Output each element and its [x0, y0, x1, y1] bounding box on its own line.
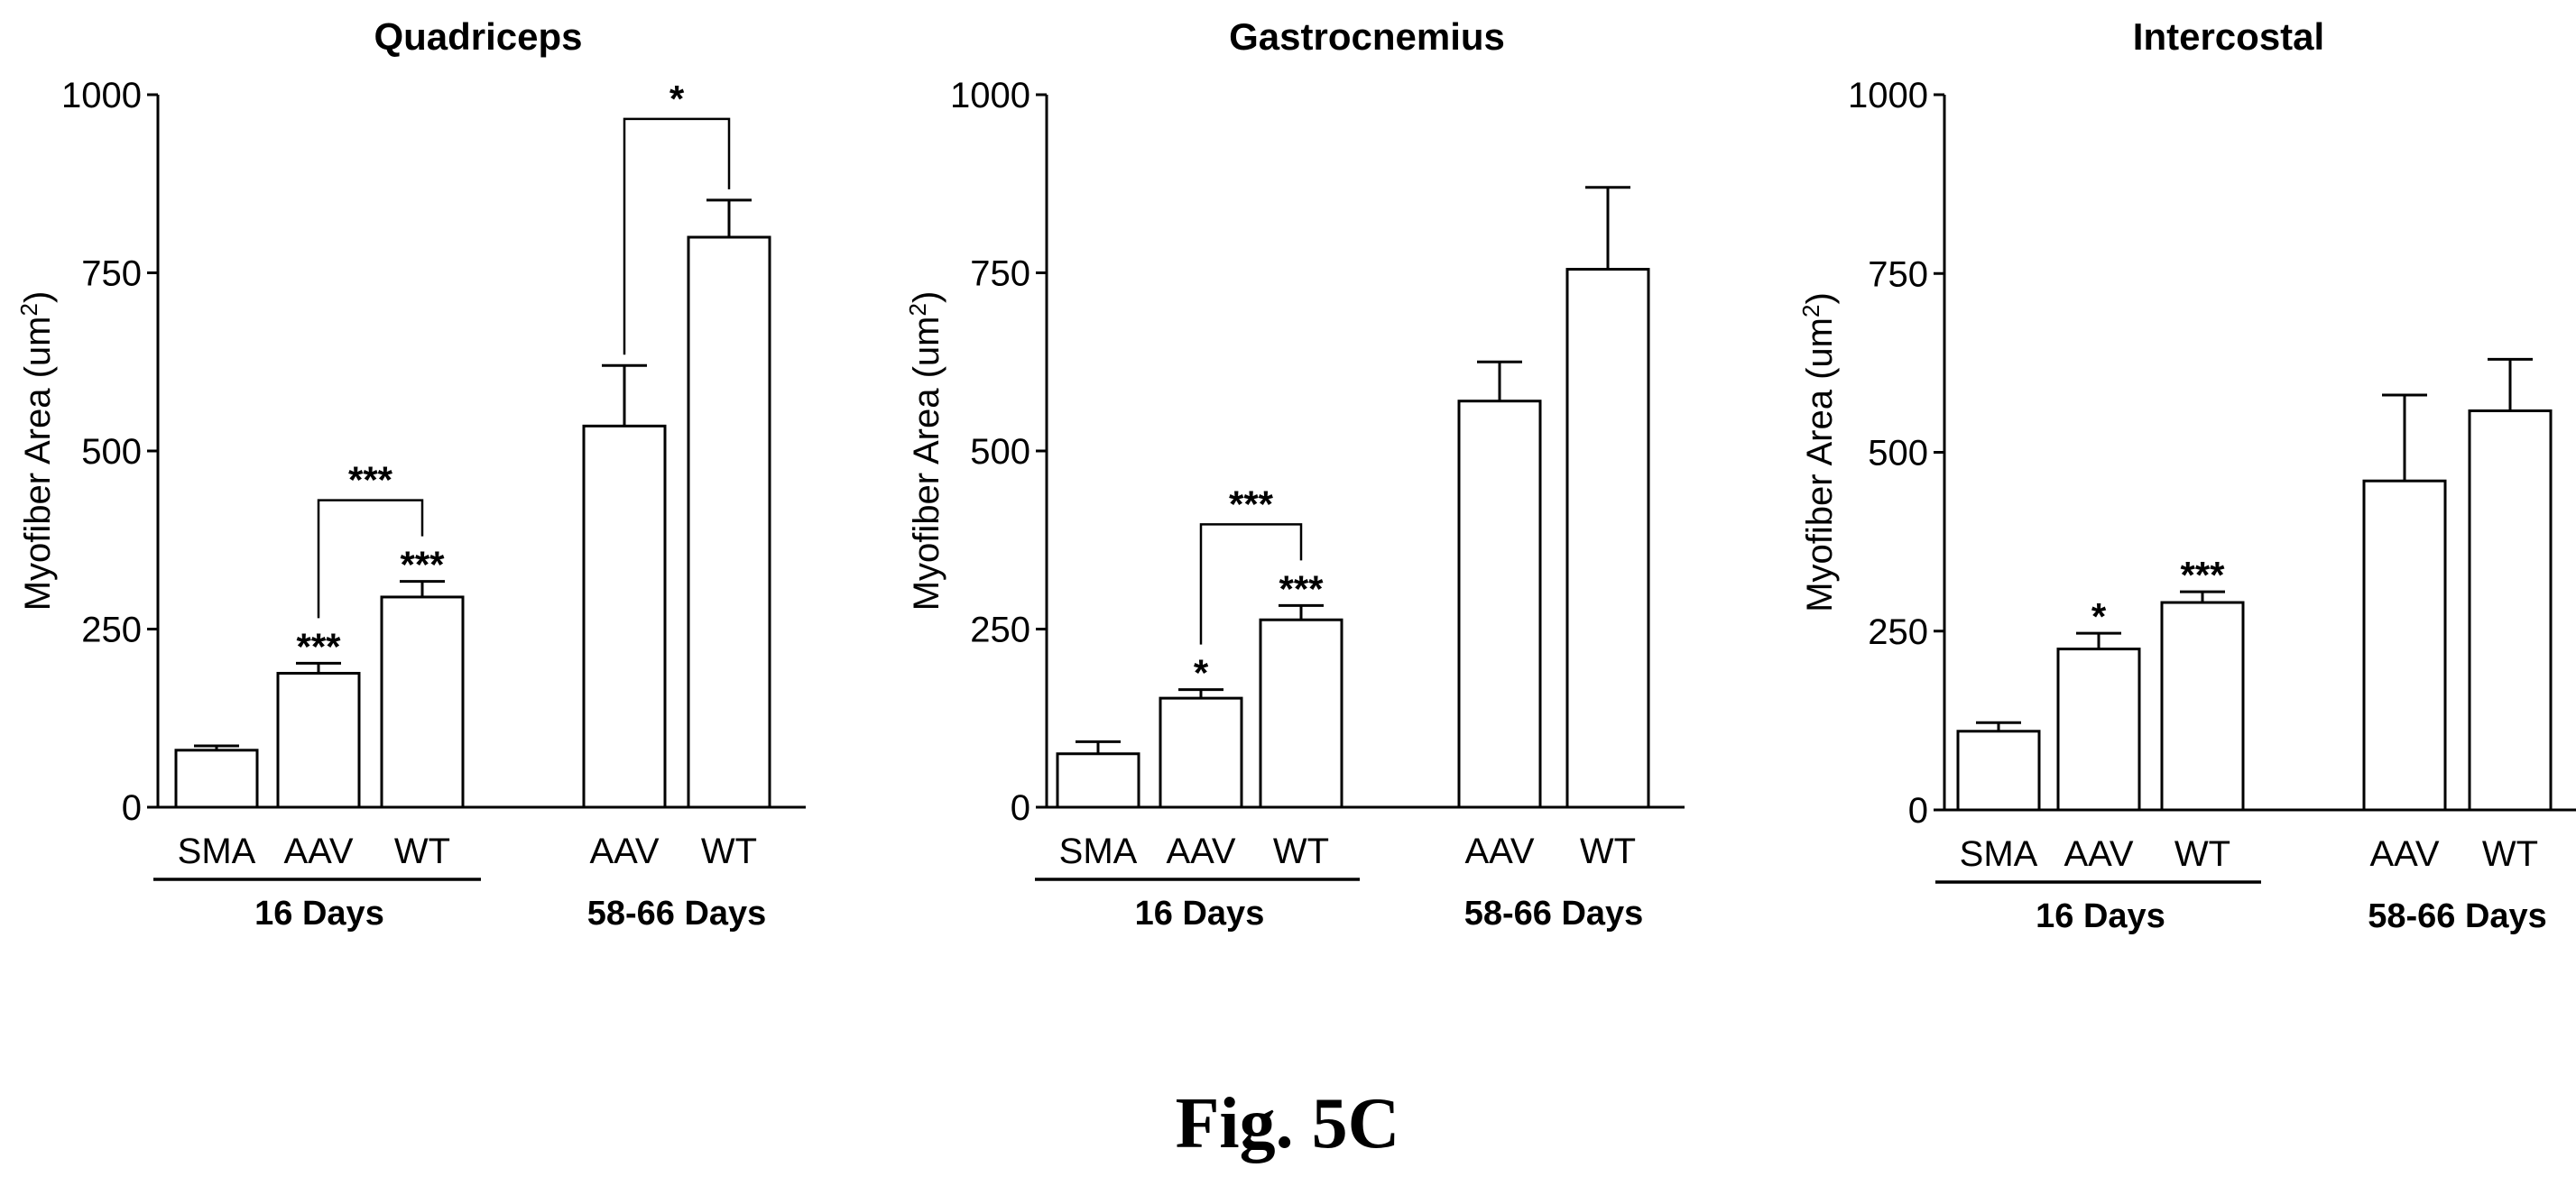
x-tick-label: SMA: [1059, 832, 1138, 871]
bar: [1457, 400, 1542, 809]
x-tick-label: WT: [1273, 832, 1329, 871]
y-tick-label: 750: [81, 254, 142, 294]
y-tick-label: 750: [1868, 254, 1928, 294]
bracket-star: ***: [1229, 483, 1274, 525]
y-tick-label: 0: [1011, 788, 1030, 828]
figure-caption: Fig. 5C: [1176, 1084, 1400, 1163]
x-tick-label: AAV: [1166, 832, 1235, 871]
x-tick-label: WT: [1580, 832, 1636, 871]
group-label: 16 Days: [1135, 895, 1265, 933]
x-tick-label: SMA: [178, 832, 256, 871]
significance-bracket: [317, 499, 424, 619]
group-label: 16 Days: [254, 895, 384, 933]
bar: [174, 749, 259, 809]
bar: [1159, 696, 1243, 809]
group-label: 16 Days: [2036, 897, 2165, 935]
chart-panel-1: Quadriceps 0 250 500 750 1000 Myofiber Area (u…: [15, 15, 806, 933]
chart-title: Quadriceps: [374, 15, 582, 58]
x-tick-label: AAV: [1464, 832, 1534, 871]
y-tick-label: 500: [81, 432, 142, 472]
bar: [276, 671, 361, 809]
x-tick-label: WT: [2174, 834, 2230, 874]
group-label: 58-66 Days: [1464, 895, 1644, 933]
y-axis-label: Myofiber Area (um2): [1797, 292, 1840, 612]
y-tick-label: 250: [970, 611, 1030, 650]
chart-title: Gastrocnemius: [1229, 15, 1505, 58]
chart-panel-3: Intercostal 0 250 500 750 1000 Myofiber Area (…: [1797, 15, 2576, 935]
y-tick-label: 500: [970, 432, 1030, 472]
y-tick-label: 1000: [1848, 76, 1928, 115]
significance-star: ***: [296, 625, 341, 667]
bar: [2468, 409, 2553, 812]
bar: [2056, 648, 2141, 812]
bar: [1565, 268, 1650, 809]
significance-bracket: [623, 117, 731, 355]
y-axis-label: Myofiber Area (um2): [904, 291, 946, 611]
x-tick-label: AAV: [2369, 834, 2439, 874]
y-tick-label: 250: [1868, 612, 1928, 652]
x-tick-label: AAV: [589, 832, 659, 871]
y-tick-label: 750: [970, 254, 1030, 294]
x-tick-label: AAV: [2064, 834, 2133, 874]
y-tick-label: 250: [81, 611, 142, 650]
significance-star: ***: [2180, 554, 2225, 596]
bar: [1956, 730, 2041, 812]
x-tick-label: WT: [2482, 834, 2538, 874]
y-tick-label: 0: [1908, 791, 1928, 831]
bar: [2362, 479, 2447, 812]
y-tick-label: 500: [1868, 434, 1928, 473]
x-tick-label: SMA: [1960, 834, 2038, 874]
bracket-star: ***: [348, 459, 393, 501]
x-tick-label: AAV: [283, 832, 353, 871]
significance-star: *: [1194, 652, 1209, 694]
x-tick-label: WT: [701, 832, 757, 871]
y-axis-label: Myofiber Area (um2): [15, 291, 58, 611]
bar: [582, 424, 667, 809]
y-tick-label: 0: [122, 788, 142, 828]
significance-star: ***: [1279, 567, 1324, 610]
group-label: 58-66 Days: [587, 895, 767, 933]
significance-star: ***: [400, 544, 445, 586]
x-tick-label: WT: [394, 832, 450, 871]
y-tick-label: 1000: [61, 76, 142, 115]
bar: [687, 235, 771, 809]
bar: [1056, 752, 1140, 809]
bracket-star: *: [669, 78, 685, 120]
group-label: 58-66 Days: [2368, 897, 2547, 935]
chart-title: Intercostal: [2133, 15, 2324, 58]
bar: [1259, 618, 1343, 809]
y-tick-label: 1000: [950, 76, 1030, 115]
bar: [2160, 601, 2245, 812]
significance-bracket: [1199, 523, 1303, 645]
bar: [380, 595, 465, 809]
chart-panel-2: Gastrocnemius 0 250 500 750 1000 Myofiber Area…: [904, 15, 1685, 933]
significance-star: *: [2091, 595, 2107, 638]
